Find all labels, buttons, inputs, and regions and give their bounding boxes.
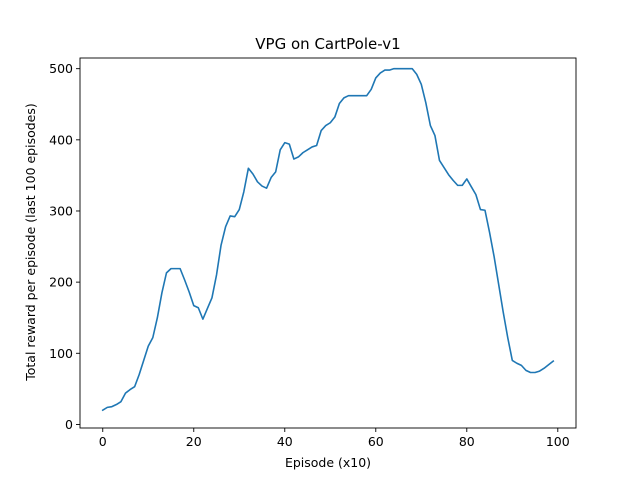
x-axis-ticks: 0 20 40 60 80 100 [99,428,570,449]
x-tick-label: 100 [546,434,570,449]
y-tick-label: 400 [49,132,73,147]
y-tick-label: 0 [65,417,73,432]
chart-title: VPG on CartPole-v1 [255,35,400,53]
y-tick-label: 500 [49,61,73,76]
series-line-0 [101,67,555,412]
plot-area [79,57,577,429]
y-tick-label: 100 [49,346,73,361]
y-axis-ticks: 0 100 200 300 400 500 [49,61,80,432]
axes-frame [79,57,577,429]
y-tick-label: 200 [49,275,73,290]
y-axis-label: Total reward per episode (last 100 episo… [23,103,38,382]
x-tick-label: 0 [99,434,107,449]
x-tick-label: 80 [459,434,475,449]
y-tick-label: 300 [49,203,73,218]
x-tick-label: 40 [277,434,293,449]
x-tick-label: 60 [368,434,384,449]
x-axis-label: Episode (x10) [285,455,371,470]
x-tick-label: 20 [186,434,202,449]
